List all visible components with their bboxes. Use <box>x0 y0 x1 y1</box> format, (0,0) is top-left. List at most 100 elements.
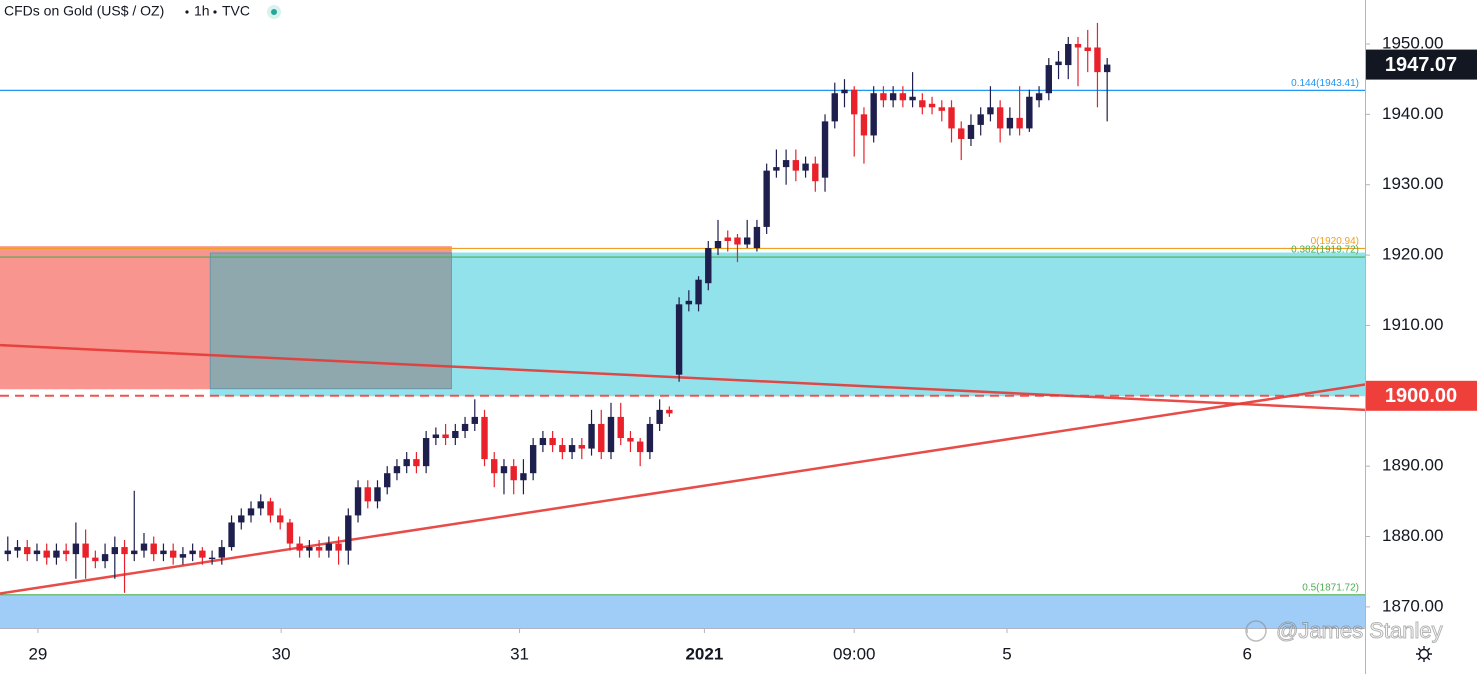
candle-body <box>773 167 780 171</box>
candle-body <box>33 550 41 555</box>
candle-body <box>160 550 167 555</box>
plot-area: 0.144(1943.41) 0(1920.94)0.382(1919.72) 0.… <box>0 22 1365 628</box>
candle-body <box>559 445 566 453</box>
candle-body <box>72 543 80 555</box>
candle-body <box>1074 43 1082 48</box>
candle-body <box>481 416 488 460</box>
candle-body <box>267 501 274 516</box>
level-label: 0.5(1871.72) <box>1302 582 1359 593</box>
zone-overlap <box>209 252 452 390</box>
candle-body <box>393 466 401 474</box>
candle-body <box>899 93 907 101</box>
candle-body <box>101 554 109 562</box>
candle-body <box>578 445 586 449</box>
candle-body <box>666 409 673 414</box>
candle-body <box>1065 43 1072 66</box>
candle-body <box>354 487 362 516</box>
candle-body <box>1045 65 1053 94</box>
candle-body <box>208 557 216 560</box>
separator <box>185 10 189 14</box>
candle-body <box>724 237 731 241</box>
candle-body <box>977 114 984 125</box>
candle-body <box>880 93 887 101</box>
settings-icon[interactable] <box>1418 648 1430 660</box>
trendline <box>0 343 1365 412</box>
candle-body <box>607 416 615 453</box>
candle-body <box>598 423 605 453</box>
candle-body <box>53 550 60 558</box>
candle-body <box>169 550 177 558</box>
y-tick-label: 1930.00 <box>1382 174 1443 193</box>
header: CFDs on Gold (US$ / OZ) 1h TVC <box>4 3 281 19</box>
candle-body <box>1094 47 1101 73</box>
candle-body <box>782 160 790 168</box>
y-tick-label: 1870.00 <box>1382 596 1443 615</box>
watermark-icon <box>1245 620 1267 642</box>
candle-body <box>1055 61 1062 66</box>
candle-body <box>296 543 303 551</box>
candle-body <box>384 473 391 488</box>
candle-body <box>461 423 469 431</box>
candle-body <box>549 438 556 446</box>
price-tag-label: 1900.00 <box>1385 385 1457 407</box>
candle-body <box>792 160 800 171</box>
candle-body <box>1035 93 1043 101</box>
candle-body <box>763 170 770 227</box>
candle-body <box>1084 47 1091 52</box>
candle-body <box>938 107 945 111</box>
candle-body <box>539 438 547 446</box>
candle-body <box>325 543 333 551</box>
level-label: 0(1920.94) <box>1311 236 1359 247</box>
candle-body <box>636 441 644 453</box>
candle-body <box>1026 96 1033 129</box>
price-tag-label: 1947.07 <box>1385 54 1457 76</box>
x-tick-label: 2021 <box>685 644 723 663</box>
candle-body <box>889 93 897 101</box>
settings-icon-spokes[interactable] <box>1416 646 1432 662</box>
y-tick-label: 1890.00 <box>1382 456 1443 475</box>
candle-body <box>705 248 712 284</box>
candle-body <box>422 438 430 467</box>
chart-title: CFDs on Gold (US$ / OZ) <box>4 3 164 19</box>
y-tick-label: 1880.00 <box>1382 526 1443 545</box>
x-tick-label: 6 <box>1243 644 1252 663</box>
candle-body <box>520 473 527 481</box>
price-tag <box>1366 380 1477 411</box>
candle-body <box>62 550 70 555</box>
interval: 1h <box>194 3 210 19</box>
candle-body <box>345 515 352 551</box>
candle-body <box>860 114 868 136</box>
candle-body <box>841 89 848 94</box>
candle-body <box>529 445 537 474</box>
zone <box>0 595 1365 628</box>
candle-body <box>743 237 751 245</box>
watermark: @James Stanley <box>1245 617 1443 643</box>
candle-body <box>335 543 342 551</box>
candle-body <box>967 124 975 139</box>
source: TVC <box>222 3 250 19</box>
candle-body <box>1016 117 1023 129</box>
candle-body <box>996 107 1004 129</box>
candle-body <box>24 547 31 555</box>
candle-body <box>831 93 838 122</box>
settings-button[interactable] <box>1416 646 1432 662</box>
candle-body <box>14 547 21 551</box>
candle-body <box>695 279 702 305</box>
candle-body <box>442 434 449 439</box>
candle-body <box>948 107 955 129</box>
candle-body <box>1103 64 1111 73</box>
candle-body <box>218 547 226 558</box>
candle-body <box>238 515 245 523</box>
candle-body <box>111 547 119 555</box>
x-tick-label: 09:00 <box>833 644 876 663</box>
candle-body <box>627 438 634 442</box>
candle-body <box>179 554 187 558</box>
candle-body <box>802 163 809 171</box>
candle-body <box>121 547 128 555</box>
candle-body <box>374 487 381 502</box>
candle-body <box>919 100 926 108</box>
candle-body <box>851 89 858 115</box>
candle-body <box>364 487 371 502</box>
candle-body <box>510 466 517 481</box>
candle-body <box>734 237 741 245</box>
